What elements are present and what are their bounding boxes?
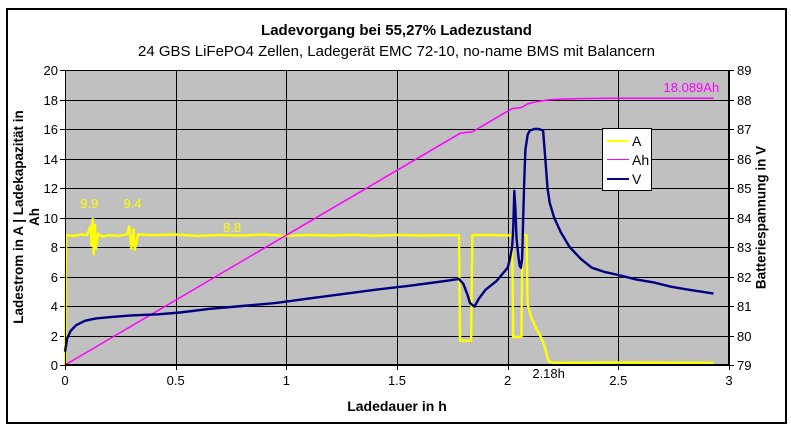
y-left-tick-label: 14 bbox=[43, 151, 58, 167]
annotation-9.4: 9.4 bbox=[123, 196, 142, 212]
annotation-2.18h: 2.18h bbox=[532, 365, 565, 381]
legend-label-Ah: Ah bbox=[632, 151, 650, 168]
chart-subtitle: 24 GBS LiFePO4 Zellen, Ladegerät EMC 72-… bbox=[138, 43, 655, 60]
y-left-tick-label: 16 bbox=[43, 122, 58, 137]
legend-swatch-Ah bbox=[607, 159, 629, 160]
x-axis-title: Ladedauer in h bbox=[347, 398, 447, 414]
y-right-tick-label: 89 bbox=[737, 63, 752, 78]
legend: A Ah V bbox=[602, 128, 652, 191]
series-A-line bbox=[63, 217, 714, 366]
x-tick-label: 1 bbox=[282, 373, 290, 388]
legend-swatch-V bbox=[607, 177, 629, 180]
y-right-tick-label: 79 bbox=[737, 358, 752, 373]
y-axis-title-left-line1: Ladestrom in A | Ladekapazität in bbox=[11, 110, 26, 324]
plot-area: 9.9 9.4 8.8 18.089Ah 2.18h bbox=[60, 70, 734, 380]
y-left-tick-label: 6 bbox=[50, 269, 58, 285]
series-V-line bbox=[63, 127, 714, 352]
legend-label-V: V bbox=[632, 170, 642, 187]
y-left-tick-label: 4 bbox=[50, 299, 58, 314]
legend-entry-V: V bbox=[607, 172, 651, 186]
y-left-tick-label: 8 bbox=[50, 240, 58, 255]
y-right-tick-label: 83 bbox=[737, 240, 752, 255]
y-left-tick-label: 10 bbox=[43, 210, 58, 226]
y-axis-title-left-line2: Ah bbox=[27, 208, 42, 226]
y-right-tick-label: 88 bbox=[737, 92, 752, 108]
y-right-tick-label: 82 bbox=[737, 269, 752, 285]
y-right-tick-label: 84 bbox=[737, 210, 752, 226]
legend-swatch-A bbox=[607, 139, 629, 142]
chart-title: Ladevorgang bei 55,27% Ladezustand bbox=[261, 22, 532, 39]
y-left-tick-label: 2 bbox=[50, 328, 58, 344]
x-tick-label: 0 bbox=[61, 373, 69, 388]
x-tick-label: 0.5 bbox=[166, 373, 185, 388]
legend-label-A: A bbox=[632, 132, 642, 149]
y-right-tick-label: 87 bbox=[737, 122, 752, 137]
y-right-tick-label: 81 bbox=[737, 299, 752, 314]
legend-entry-Ah: Ah bbox=[607, 153, 651, 167]
x-tick-label: 3 bbox=[725, 373, 733, 388]
annotation-8.8: 8.8 bbox=[223, 219, 242, 235]
plot-svg bbox=[60, 70, 734, 370]
y-axis-title-left: Ladestrom in A | Ladekapazität in Ah bbox=[11, 52, 45, 382]
annotation-9.9: 9.9 bbox=[80, 196, 99, 212]
y-left-tick-label: 20 bbox=[43, 63, 58, 78]
x-tick-label: 2.5 bbox=[609, 373, 628, 388]
legend-entry-A: A bbox=[607, 134, 651, 148]
y-left-tick-label: 0 bbox=[50, 358, 58, 373]
plot-border bbox=[65, 70, 729, 365]
series-Ah-line bbox=[64, 97, 714, 366]
y-right-tick-label: 86 bbox=[737, 151, 752, 167]
y-axis-title-right: Batteriespannung in V bbox=[753, 145, 769, 290]
y-right-tick-label: 80 bbox=[737, 328, 752, 344]
y-left-tick-label: 18 bbox=[43, 92, 58, 108]
x-tick-label: 2 bbox=[504, 373, 512, 388]
x-tick-label: 1.5 bbox=[387, 373, 407, 388]
y-right-tick-label: 85 bbox=[737, 181, 752, 196]
annotation-18.089Ah: 18.089Ah bbox=[663, 79, 720, 95]
y-left-tick-label: 12 bbox=[43, 181, 58, 196]
